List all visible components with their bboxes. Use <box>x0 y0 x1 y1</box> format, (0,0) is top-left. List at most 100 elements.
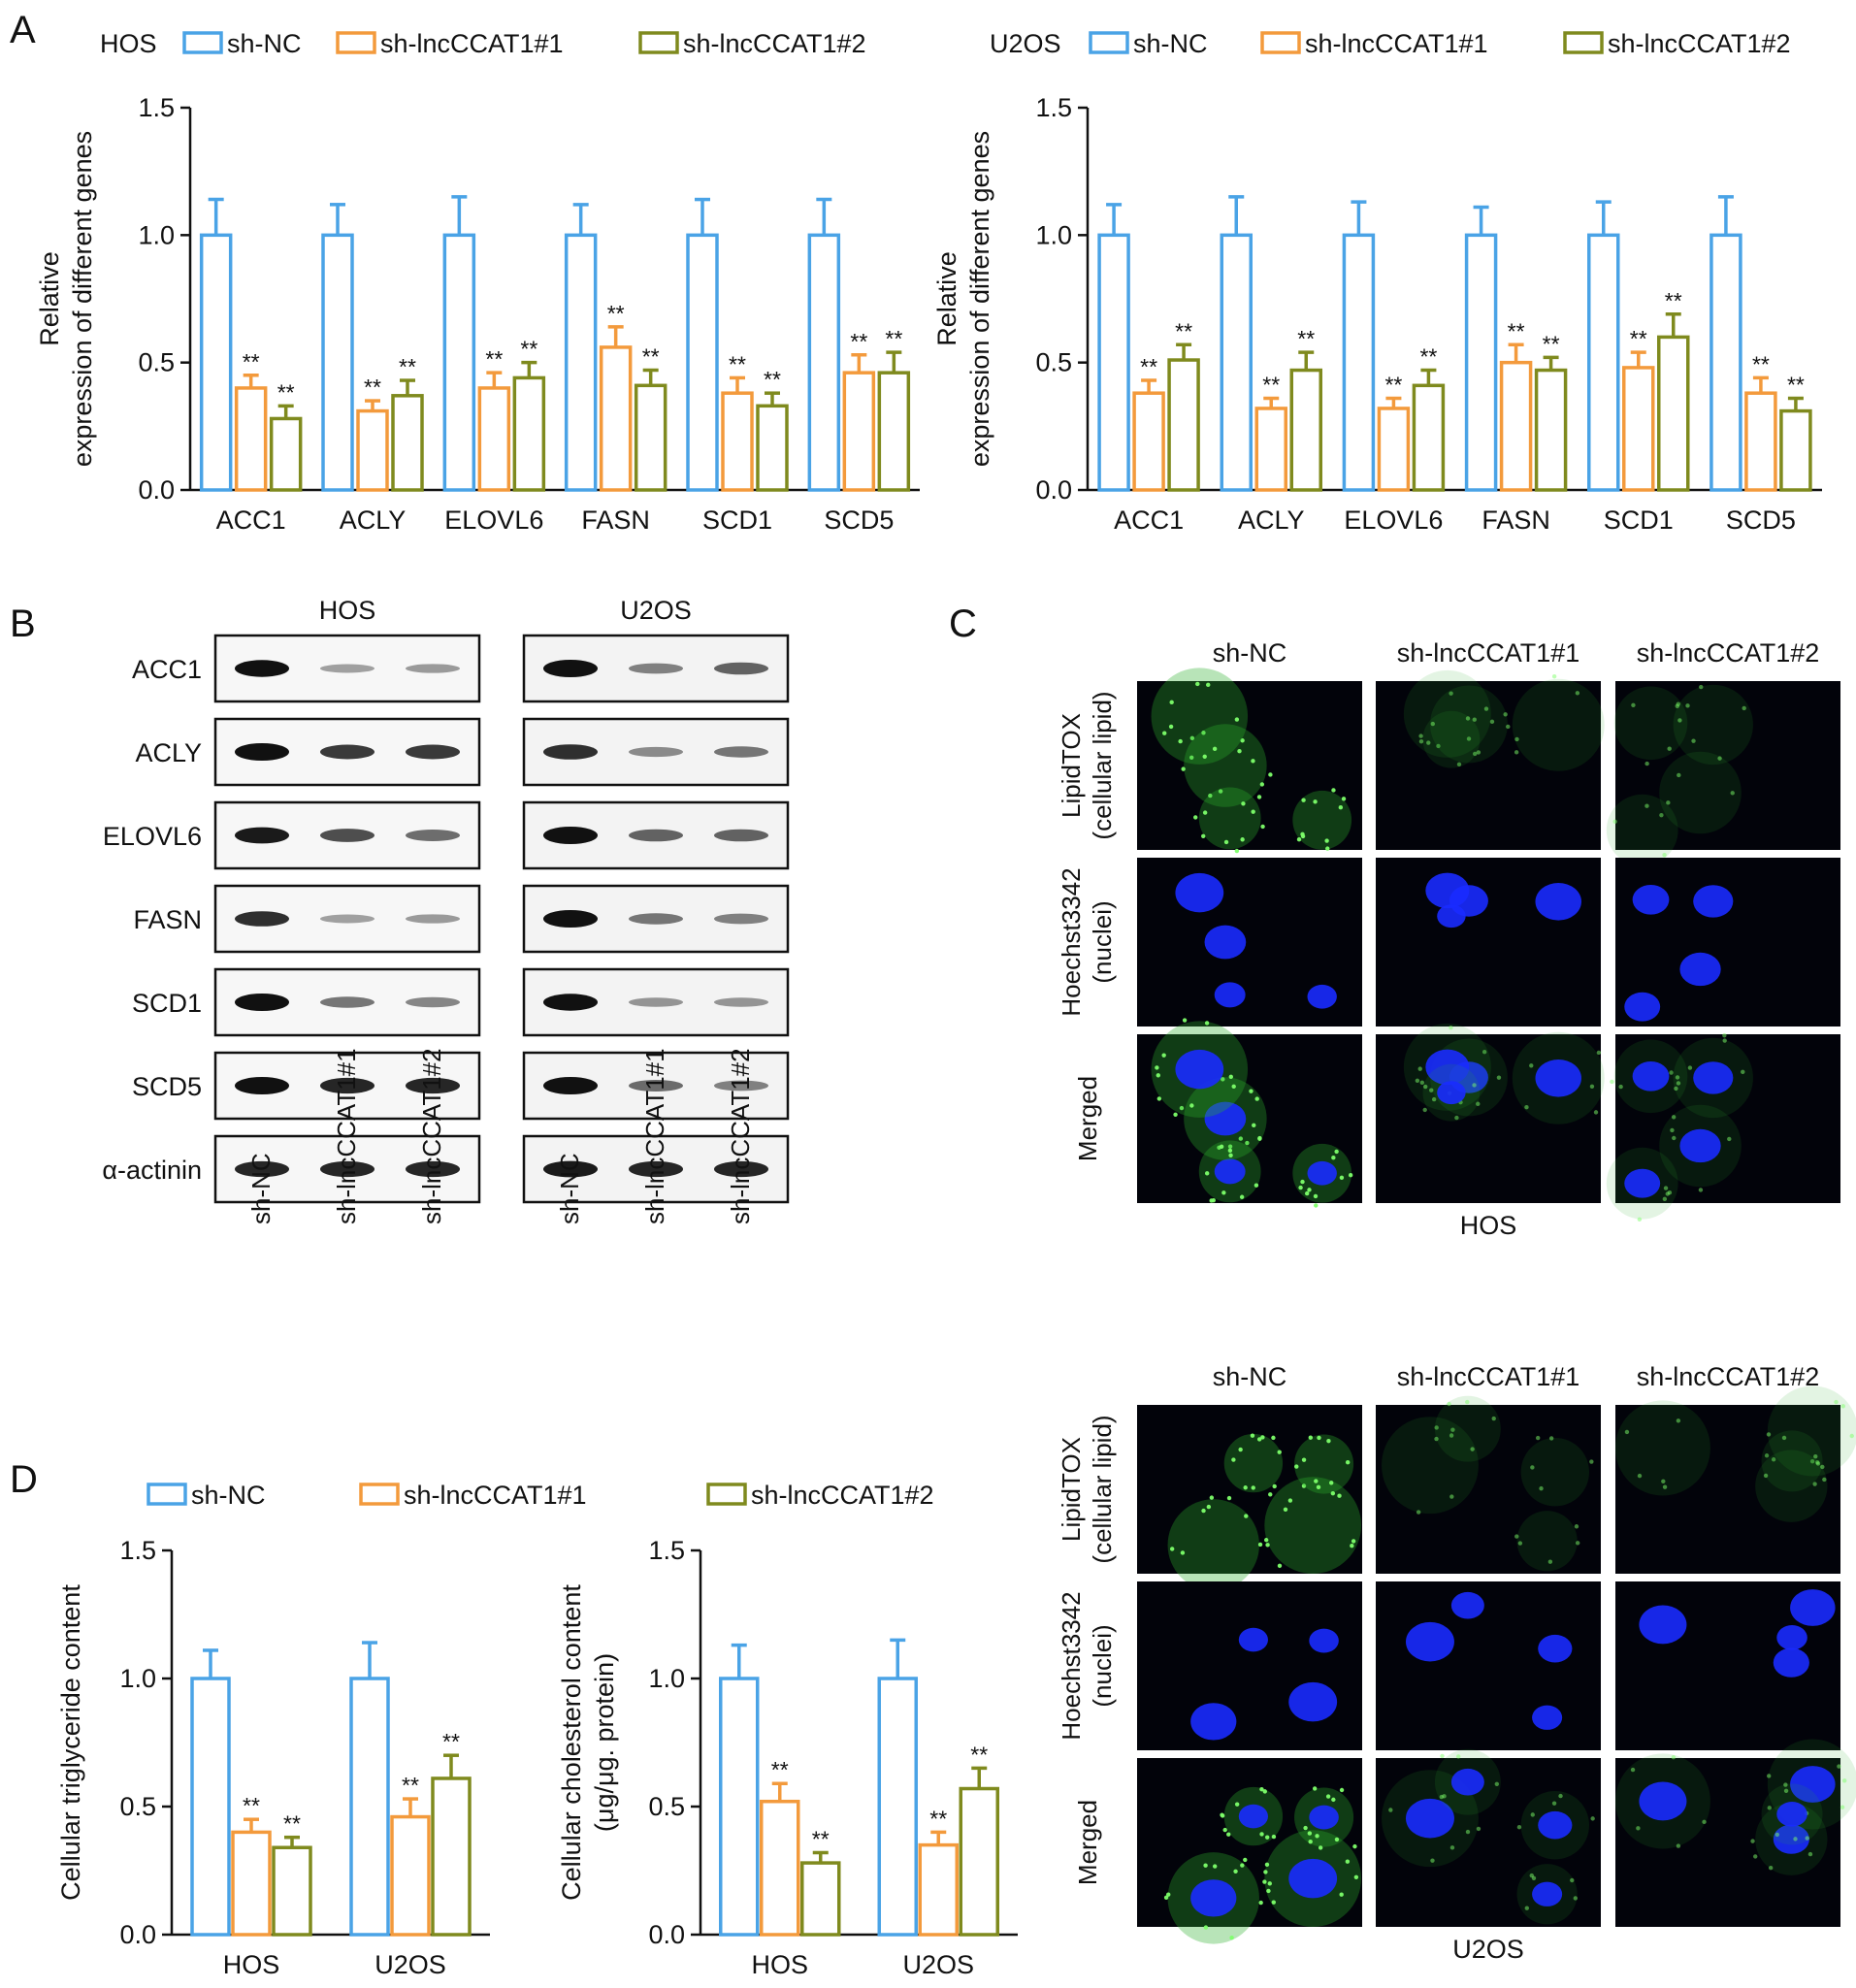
lipid-droplet <box>1717 756 1722 761</box>
blot-band <box>406 664 460 673</box>
x-tick-label: SCD5 <box>824 505 894 535</box>
significance-label: ** <box>1140 354 1157 379</box>
blot-band <box>235 1077 289 1094</box>
bar <box>564 233 598 492</box>
lipid-droplet <box>1482 1050 1487 1055</box>
legend-d-sh2-label: sh-lncCCAT1#2 <box>751 1481 934 1510</box>
lipid-droplet <box>1212 746 1218 752</box>
chart-d-triglyceride: 0.0 0.5 1.0 1.5 Cellular triglyceride conten… <box>56 1536 490 1979</box>
lipid-droplet <box>1610 1079 1614 1085</box>
x-tick-label: ACC1 <box>216 505 286 535</box>
lipid-droplet <box>1783 1788 1789 1793</box>
lipid-droplet <box>1169 1547 1175 1551</box>
significance-label: ** <box>729 351 746 376</box>
lipid-droplet <box>1574 1524 1579 1529</box>
lipid-droplet <box>1202 754 1207 759</box>
y-tick-label: 0.0 <box>1035 475 1072 505</box>
lipid-droplet <box>1237 749 1242 754</box>
lipid-droplet <box>1805 1836 1809 1841</box>
micrograph <box>1137 1581 1362 1750</box>
lipid-droplet <box>1204 1171 1210 1176</box>
nucleus <box>1773 1824 1809 1854</box>
lipid-droplet <box>1672 1135 1677 1141</box>
micrograph-caption: HOS <box>1460 1211 1517 1240</box>
lipid-droplet <box>1454 1115 1459 1121</box>
y-tick-label: 0.0 <box>138 475 175 505</box>
lipid-droplet <box>1730 791 1735 796</box>
chart-a-u2os-expression: 0.0 0.5 1.0 1.5 Relative expression of differ… <box>932 29 1822 535</box>
lipid-droplet <box>1168 724 1174 730</box>
significance-label: ** <box>1752 351 1770 376</box>
bar <box>760 1799 800 1937</box>
x-tick-label: SCD1 <box>702 505 772 535</box>
row-label: LipidTOX <box>1057 1437 1086 1542</box>
lipid-droplet <box>1231 1457 1236 1462</box>
significance-label: ** <box>1384 372 1402 397</box>
y-tick-label: 1.0 <box>1035 220 1072 249</box>
blot-band <box>235 994 289 1011</box>
lipid-droplet <box>1418 733 1423 738</box>
lipid-droplet <box>1226 1495 1232 1501</box>
lipid-droplet <box>1676 1081 1681 1086</box>
lipid-droplet <box>1173 1112 1178 1117</box>
nucleus <box>1450 1768 1484 1796</box>
lipid-droplet <box>1698 1188 1704 1192</box>
lipid-droplet <box>1677 718 1682 723</box>
legend-d-sh2-swatch <box>706 1483 747 1506</box>
lipid-droplet <box>1727 1136 1732 1142</box>
micrograph <box>1376 1581 1601 1750</box>
lipid-droplet <box>1226 1832 1231 1837</box>
lipid-droplet <box>1256 795 1262 799</box>
lipid-droplet <box>1351 1539 1356 1544</box>
nucleus <box>1309 1805 1339 1830</box>
lipid-droplet <box>1419 1080 1425 1086</box>
protein-label: α-actinin <box>102 1156 202 1185</box>
lipid-droplet <box>1423 1084 1428 1090</box>
nucleus <box>1535 882 1581 921</box>
lipid-signal <box>1755 1450 1828 1522</box>
lipid-droplet <box>1212 1864 1218 1869</box>
y-tick-label: 0.0 <box>119 1920 156 1949</box>
row-label: (cellular lipid) <box>1088 1415 1117 1563</box>
lipid-droplet <box>1813 1453 1818 1459</box>
row-label: Merged <box>1073 1076 1102 1161</box>
lipid-droplet <box>1203 1925 1209 1930</box>
lipid-droplet <box>1667 746 1672 751</box>
column-label: sh-NC <box>1213 638 1287 668</box>
significance-label: ** <box>442 1729 460 1754</box>
nucleus <box>1450 1591 1484 1619</box>
blot-band <box>714 1080 768 1092</box>
lipid-droplet <box>1228 1153 1233 1157</box>
lipid-droplet <box>1334 1837 1340 1842</box>
lipid-droplet <box>1793 1837 1798 1841</box>
lipid-droplet <box>1783 1782 1788 1787</box>
lipid-droplet <box>1178 738 1183 744</box>
lipid-droplet <box>1260 824 1265 830</box>
blot-band <box>714 913 768 925</box>
significance-label: ** <box>283 1811 301 1837</box>
lipid-droplet <box>1258 1900 1263 1906</box>
legend-sh2-label: sh-lncCCAT1#2 <box>683 29 866 58</box>
blot-band <box>406 914 460 924</box>
lipid-signal <box>1767 1385 1856 1477</box>
lipid-droplet <box>1206 682 1211 688</box>
lipid-droplet <box>1324 838 1329 843</box>
bar <box>800 1861 841 1937</box>
lipid-droplet <box>1331 1797 1336 1803</box>
lipid-signal <box>1659 751 1742 834</box>
x-tick-label: HOS <box>223 1950 280 1979</box>
lipid-droplet <box>1221 1077 1225 1082</box>
lipid-droplet <box>1456 762 1462 767</box>
lipid-droplet <box>1181 766 1186 771</box>
y-tick-label: 1.5 <box>119 1536 156 1565</box>
lipid-droplet <box>1417 1066 1422 1071</box>
significance-label: ** <box>1543 331 1560 356</box>
lipid-droplet <box>1516 1825 1522 1830</box>
legend-title: U2OS <box>990 29 1061 58</box>
blot-band <box>629 1080 683 1092</box>
lipid-droplet <box>1675 703 1679 708</box>
lipid-droplet <box>1589 1459 1594 1464</box>
lipid-droplet <box>1506 724 1511 730</box>
legend-d-sh_nc-swatch <box>147 1483 187 1506</box>
